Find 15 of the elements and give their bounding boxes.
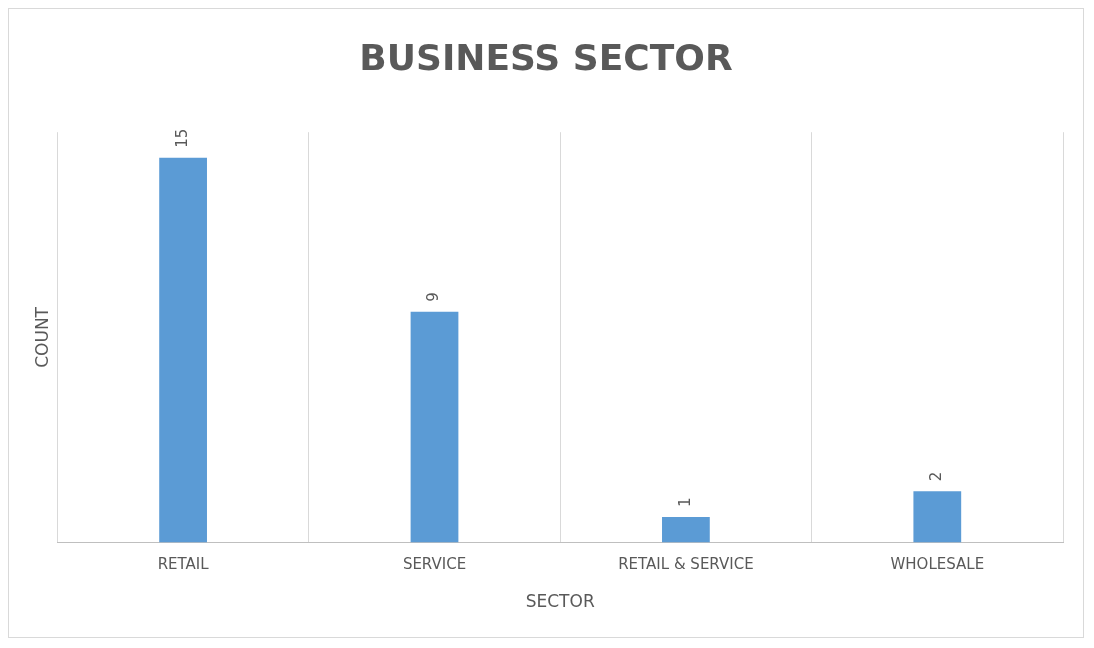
- x-tick-label: RETAIL: [157, 555, 210, 574]
- bar: [662, 516, 710, 543]
- bar: [913, 491, 962, 543]
- bar: [159, 157, 207, 543]
- x-tick-label: SERVICE: [402, 555, 467, 574]
- x-tick-label: RETAIL & SERVICE: [618, 555, 754, 574]
- data-label: 15: [172, 128, 191, 148]
- x-tick-label: WHOLESALE: [890, 555, 985, 574]
- bar: [410, 311, 459, 543]
- data-label: 2: [927, 471, 946, 482]
- data-label: 1: [675, 497, 694, 507]
- x-axis-title: SECTOR: [525, 591, 595, 612]
- y-axis-title: COUNT: [31, 306, 52, 368]
- data-label: 9: [424, 292, 443, 302]
- chart-title: BUSINESS SECTOR: [359, 36, 733, 78]
